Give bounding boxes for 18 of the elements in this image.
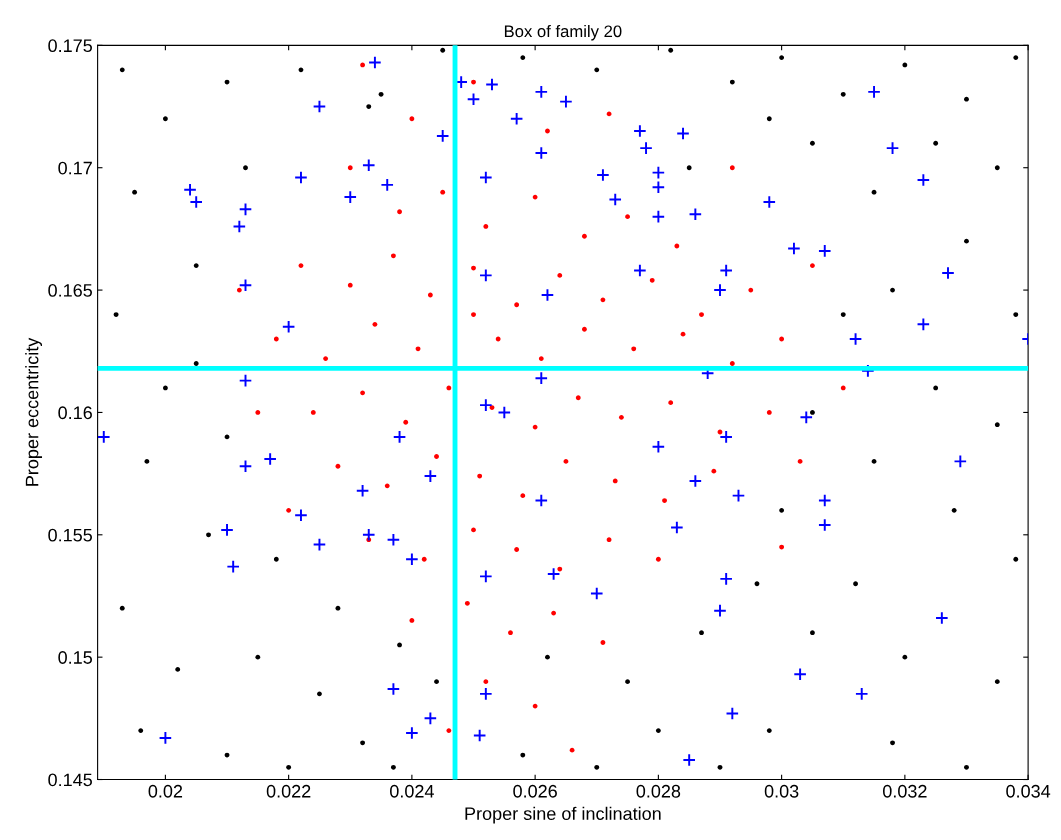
chart-title: Box of family 20 (504, 24, 622, 41)
y-tick-label: 0.15 (58, 651, 92, 664)
y-tick-label: 0.145 (48, 773, 92, 787)
x-tick-label: 0.03 (764, 784, 799, 798)
y-tick-label: 0.17 (58, 161, 92, 175)
x-tick-label: 0.022 (266, 784, 311, 798)
x-axis-title: Proper sine of inclination (465, 806, 661, 824)
y-tick-label: 0.16 (58, 406, 92, 420)
x-tick-label: 0.02 (148, 784, 183, 798)
y-axis-title: Proper eccentricity (25, 337, 43, 486)
x-tick-label: 0.032 (882, 784, 927, 798)
x-tick-label: 0.034 (1006, 784, 1051, 798)
x-tick-label: 0.026 (513, 784, 557, 798)
y-tick-label: 0.165 (48, 284, 92, 297)
y-tick-label: 0.175 (48, 39, 92, 53)
x-tick-label: 0.028 (636, 784, 681, 798)
x-tick-label: 0.024 (390, 784, 434, 798)
y-tick-label: 0.155 (48, 528, 92, 542)
